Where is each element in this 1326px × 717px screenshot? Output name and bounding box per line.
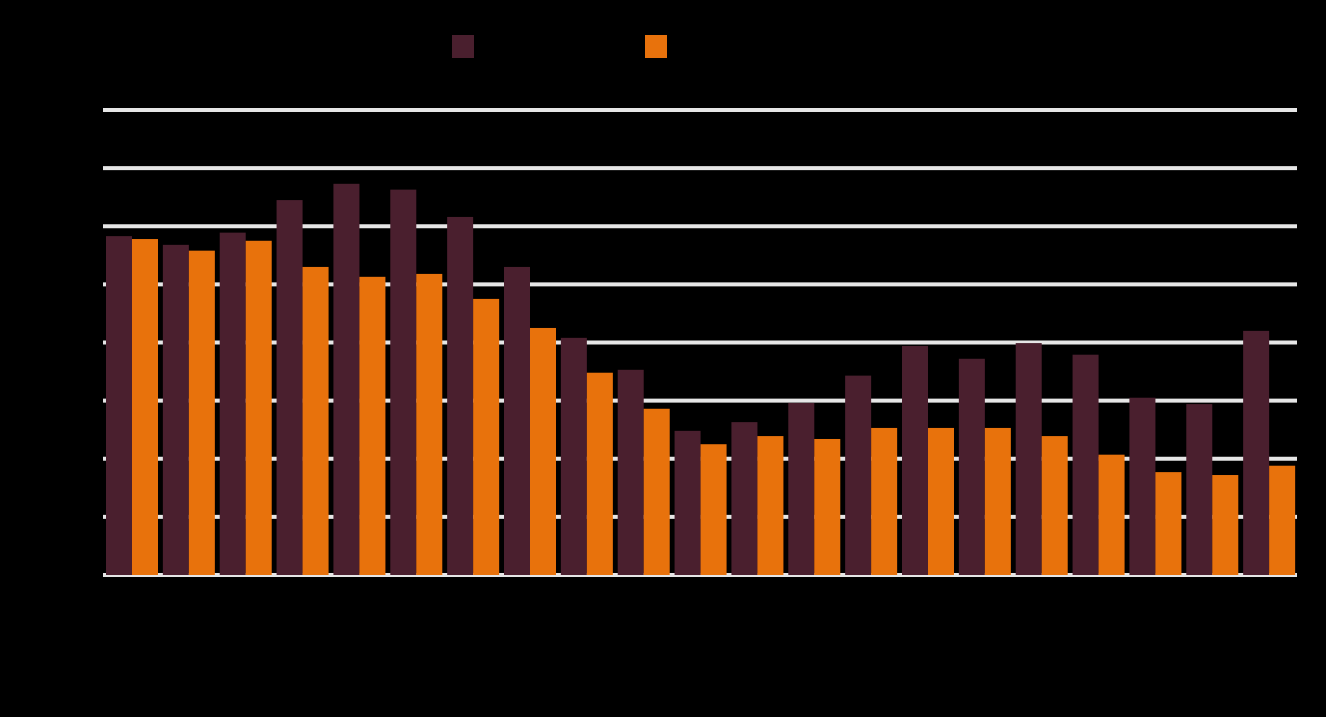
bar: [1072, 354, 1099, 575]
bar: [276, 200, 303, 575]
bar: [188, 250, 215, 575]
bar: [958, 358, 985, 575]
bar: [845, 375, 872, 575]
bar: [447, 216, 474, 575]
bar: [1186, 404, 1213, 575]
bar: [757, 436, 784, 575]
bar: [390, 189, 417, 575]
bar: [245, 240, 272, 575]
bar: [674, 430, 701, 575]
bar: [731, 422, 758, 575]
bar: [1212, 475, 1239, 575]
bar: [1243, 330, 1270, 575]
bar: [106, 236, 132, 575]
bar: [788, 402, 815, 575]
bar: [333, 183, 360, 575]
legend-swatch: [645, 35, 667, 58]
bar: [162, 244, 189, 575]
bar: [984, 427, 1011, 575]
bar: [617, 369, 644, 575]
bar: [530, 327, 556, 575]
bar: [1098, 454, 1125, 575]
bar: [1015, 343, 1042, 575]
bar: [1041, 436, 1068, 575]
bar: [1129, 397, 1156, 575]
bar: [473, 298, 500, 575]
bar: [560, 337, 587, 575]
bar: [643, 408, 670, 575]
bar: [1155, 472, 1182, 575]
bar: [586, 372, 613, 575]
bar: [928, 427, 954, 575]
bar: [416, 273, 443, 575]
bar: [302, 266, 329, 575]
bar: [871, 427, 898, 575]
bar: [1269, 465, 1296, 575]
legend-swatch: [452, 35, 474, 58]
bar: [219, 232, 246, 576]
bar: [700, 444, 727, 575]
bar: [814, 438, 841, 575]
bar: [132, 239, 158, 575]
bar: [504, 266, 530, 575]
bar: [902, 345, 928, 575]
bar: [359, 276, 386, 575]
